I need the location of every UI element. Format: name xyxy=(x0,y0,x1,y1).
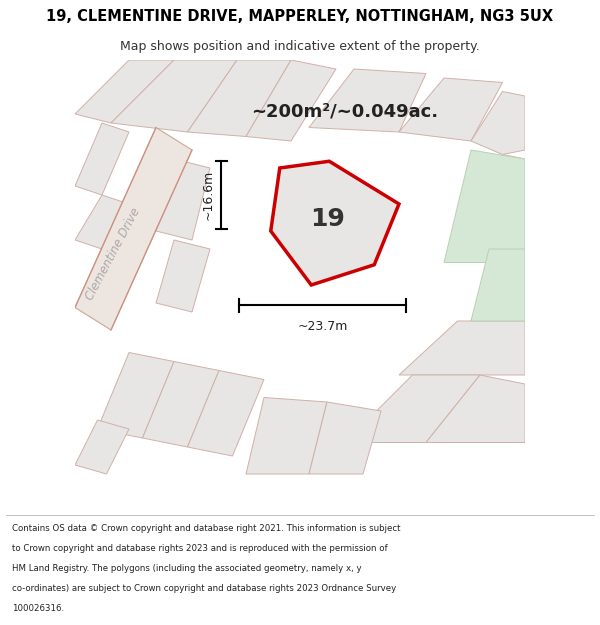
Text: Clementine Drive: Clementine Drive xyxy=(83,205,143,302)
Text: 100026316.: 100026316. xyxy=(12,604,64,613)
Polygon shape xyxy=(309,402,381,474)
Polygon shape xyxy=(75,420,129,474)
Polygon shape xyxy=(246,398,327,474)
Polygon shape xyxy=(309,69,426,132)
Text: ~200m²/~0.049ac.: ~200m²/~0.049ac. xyxy=(251,102,439,121)
Polygon shape xyxy=(143,361,219,447)
Polygon shape xyxy=(187,60,291,136)
Polygon shape xyxy=(75,123,129,195)
Text: 19, CLEMENTINE DRIVE, MAPPERLEY, NOTTINGHAM, NG3 5UX: 19, CLEMENTINE DRIVE, MAPPERLEY, NOTTING… xyxy=(46,9,554,24)
Polygon shape xyxy=(399,321,525,375)
Text: ~23.7m: ~23.7m xyxy=(298,321,347,333)
Text: 19: 19 xyxy=(310,207,345,231)
Polygon shape xyxy=(426,375,525,442)
Polygon shape xyxy=(271,161,399,285)
Text: HM Land Registry. The polygons (including the associated geometry, namely x, y: HM Land Registry. The polygons (includin… xyxy=(12,564,362,573)
Polygon shape xyxy=(97,352,174,438)
Polygon shape xyxy=(471,91,525,154)
Polygon shape xyxy=(156,159,210,240)
Polygon shape xyxy=(187,371,264,456)
Text: Map shows position and indicative extent of the property.: Map shows position and indicative extent… xyxy=(120,40,480,53)
Polygon shape xyxy=(75,195,129,249)
Text: Contains OS data © Crown copyright and database right 2021. This information is : Contains OS data © Crown copyright and d… xyxy=(12,524,401,532)
Polygon shape xyxy=(246,60,336,141)
Text: to Crown copyright and database rights 2023 and is reproduced with the permissio: to Crown copyright and database rights 2… xyxy=(12,544,388,553)
Polygon shape xyxy=(111,60,237,132)
Polygon shape xyxy=(471,154,525,231)
Text: co-ordinates) are subject to Crown copyright and database rights 2023 Ordnance S: co-ordinates) are subject to Crown copyr… xyxy=(12,584,396,593)
Polygon shape xyxy=(471,249,525,321)
Text: ~16.6m: ~16.6m xyxy=(201,170,214,220)
Polygon shape xyxy=(75,127,192,330)
Polygon shape xyxy=(399,78,503,141)
Polygon shape xyxy=(444,150,525,262)
Polygon shape xyxy=(156,240,210,312)
Polygon shape xyxy=(471,240,525,321)
Polygon shape xyxy=(345,375,480,442)
Polygon shape xyxy=(75,60,174,123)
